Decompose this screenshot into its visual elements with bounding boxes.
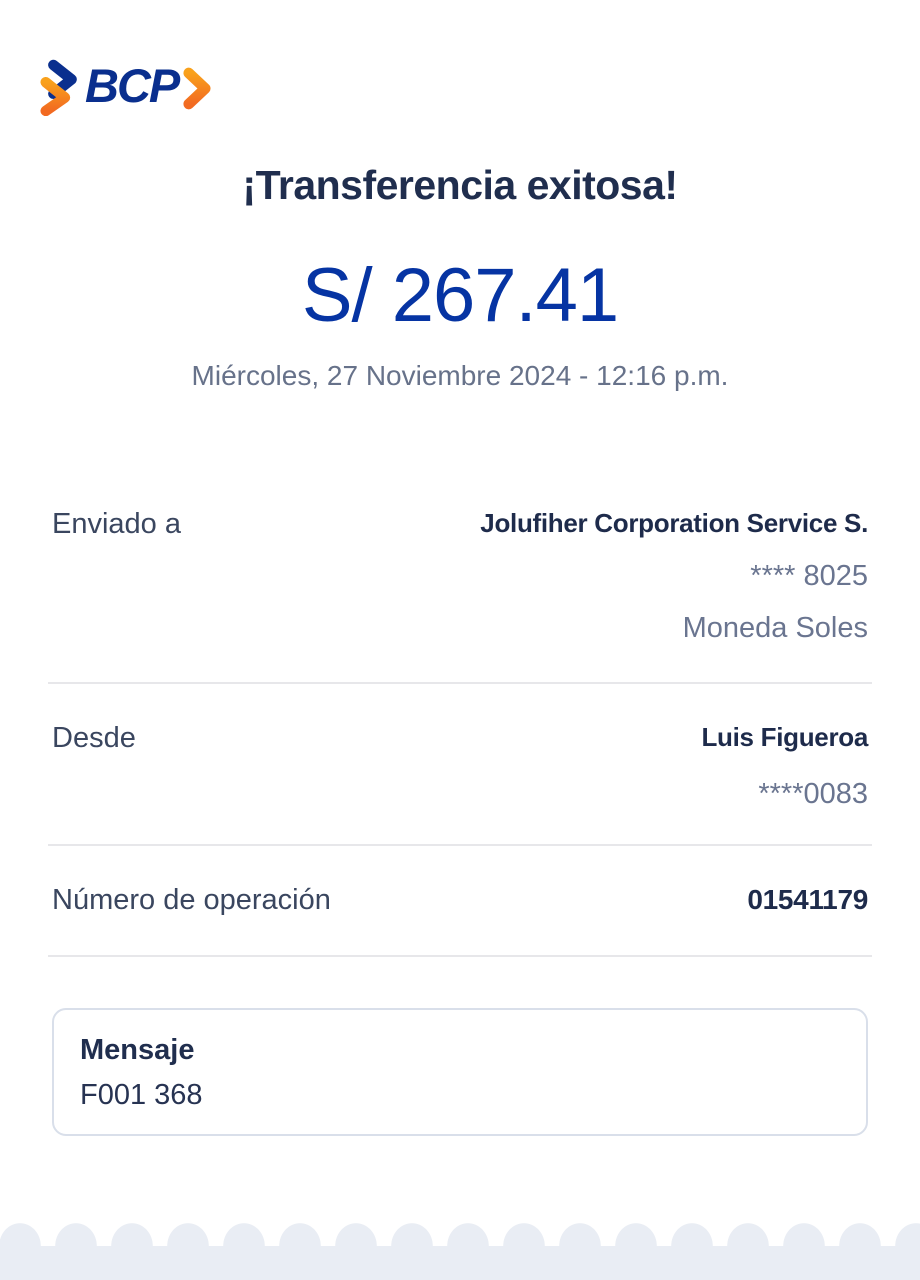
sender-account-masked: ****0083: [758, 778, 868, 810]
recipient-name: Jolufiher Corporation Service S.: [480, 508, 868, 538]
from-row: Desde Luis Figueroa: [52, 722, 868, 755]
transfer-amount: S/ 267.41: [301, 253, 619, 338]
receipt-torn-edge: [0, 1223, 920, 1280]
bcp-chevron-right-icon: [183, 67, 211, 109]
operation-label: Número de operación: [52, 884, 331, 916]
sent-to-row: Enviado a Jolufiher Corporation Service …: [52, 508, 868, 541]
page-title: ¡Transferencia exitosa!: [242, 162, 678, 208]
message-value: F001 368: [80, 1079, 203, 1111]
message-label: Mensaje: [80, 1034, 195, 1066]
from-label: Desde: [52, 722, 136, 754]
operation-row: Número de operación 01541179: [52, 884, 868, 917]
bcp-double-chevron-icon: [40, 59, 77, 116]
recipient-account-masked: **** 8025: [750, 560, 868, 592]
bcp-logo: BCP: [40, 58, 212, 116]
section-divider: [48, 955, 872, 957]
bcp-logo-text: BCP: [85, 58, 180, 112]
sender-name: Luis Figueroa: [701, 722, 868, 752]
message-box: Mensaje F001 368: [52, 1008, 868, 1136]
sent-to-label: Enviado a: [52, 508, 181, 540]
section-divider: [48, 682, 872, 684]
section-divider: [48, 844, 872, 846]
transfer-datetime: Miércoles, 27 Noviembre 2024 - 12:16 p.m…: [191, 360, 729, 391]
recipient-currency: Moneda Soles: [682, 612, 868, 644]
operation-number: 01541179: [747, 884, 868, 915]
